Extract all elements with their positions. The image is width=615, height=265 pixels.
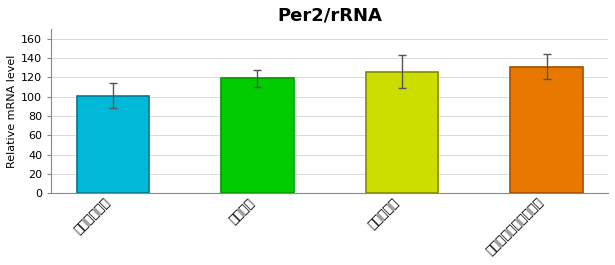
Bar <box>221 78 293 193</box>
Y-axis label: Relative mRNA level: Relative mRNA level <box>7 55 17 168</box>
Title: Per2/rRNA: Per2/rRNA <box>277 7 382 25</box>
Bar <box>77 96 149 193</box>
Bar <box>510 67 583 193</box>
Bar <box>366 72 438 193</box>
